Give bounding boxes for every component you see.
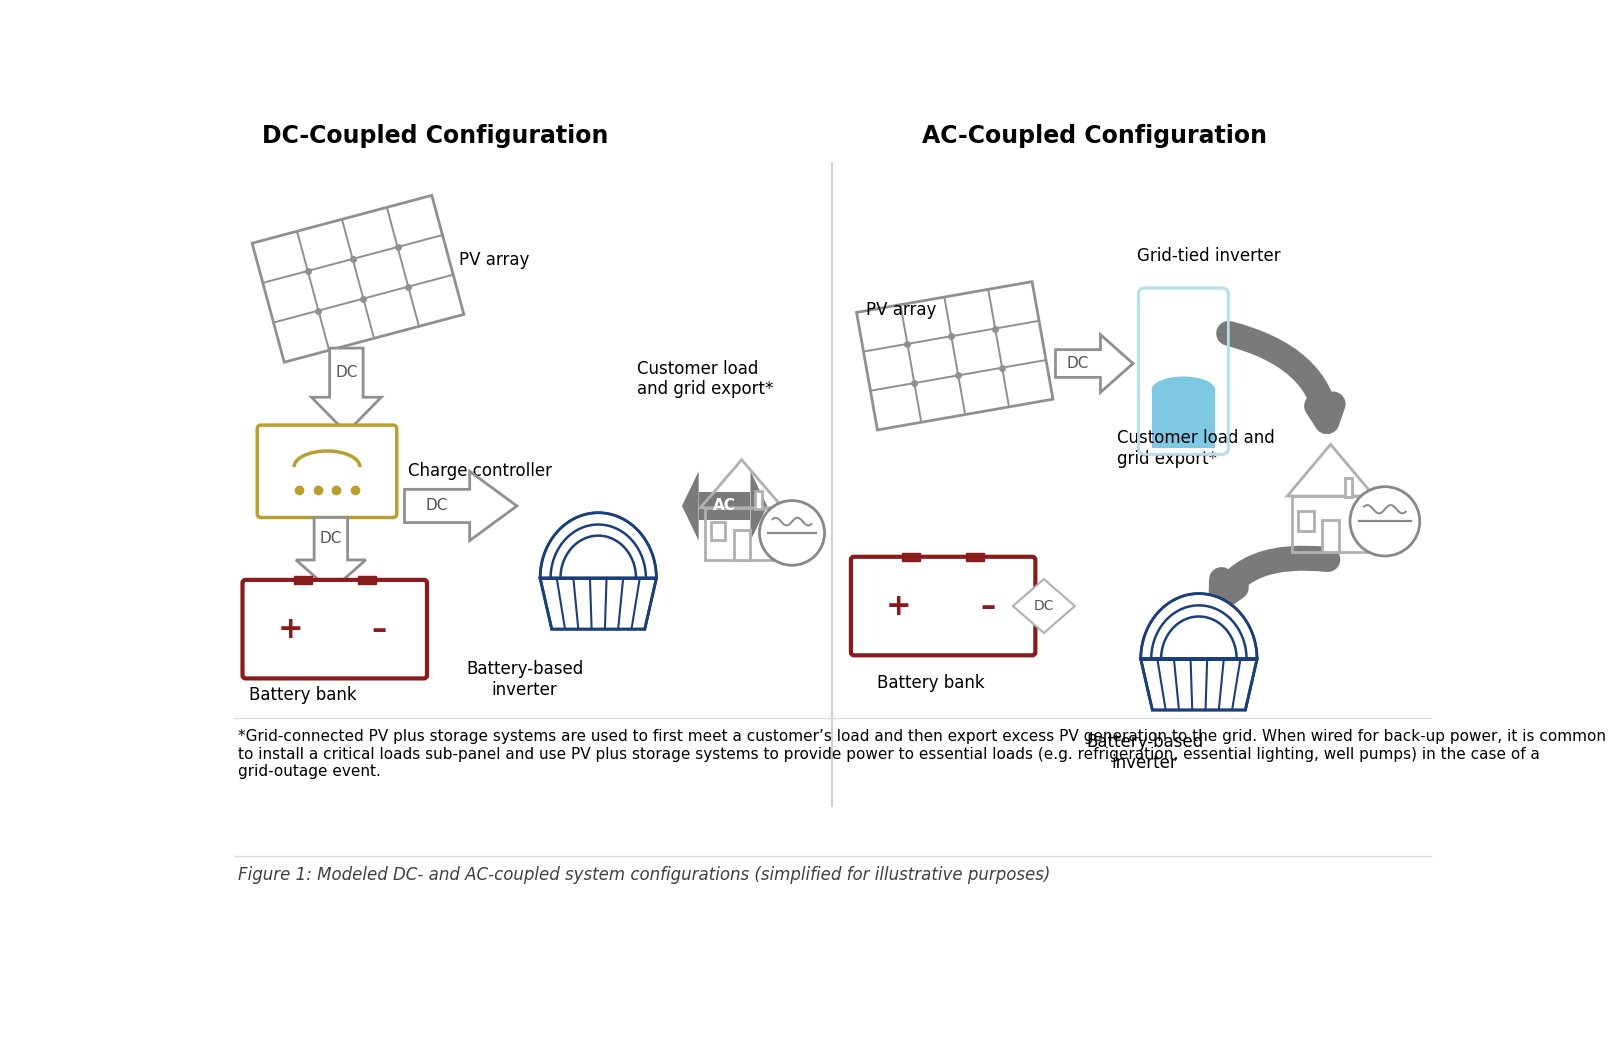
FancyBboxPatch shape bbox=[256, 425, 396, 518]
Polygon shape bbox=[682, 471, 698, 541]
Polygon shape bbox=[404, 471, 516, 541]
Text: DC: DC bbox=[425, 498, 448, 514]
Bar bbox=[357, 576, 375, 584]
Text: Battery bank: Battery bank bbox=[876, 674, 984, 692]
Text: DC: DC bbox=[1066, 356, 1089, 371]
Bar bbox=[966, 553, 984, 562]
FancyBboxPatch shape bbox=[242, 580, 427, 678]
Bar bbox=[1297, 512, 1313, 530]
Text: –: – bbox=[372, 615, 386, 644]
Text: +: + bbox=[885, 592, 911, 621]
Polygon shape bbox=[1055, 335, 1133, 392]
Bar bbox=[711, 522, 725, 540]
Bar bbox=[901, 553, 919, 562]
Text: Grid-tied inverter: Grid-tied inverter bbox=[1136, 246, 1279, 265]
Bar bbox=[1151, 390, 1214, 448]
Circle shape bbox=[760, 500, 824, 566]
Bar bbox=[755, 491, 761, 509]
FancyBboxPatch shape bbox=[1138, 288, 1227, 454]
FancyBboxPatch shape bbox=[850, 556, 1035, 655]
Text: DC-Coupled Configuration: DC-Coupled Configuration bbox=[263, 124, 609, 148]
Polygon shape bbox=[1013, 579, 1074, 633]
Text: PV array: PV array bbox=[865, 301, 935, 318]
Text: DC: DC bbox=[1032, 599, 1053, 613]
Text: Battery-based
inverter: Battery-based inverter bbox=[1086, 733, 1203, 772]
Text: Charge controller: Charge controller bbox=[407, 463, 552, 480]
Text: Customer load and
grid export*: Customer load and grid export* bbox=[1117, 428, 1274, 468]
Polygon shape bbox=[1139, 659, 1256, 710]
Ellipse shape bbox=[1151, 376, 1214, 402]
Polygon shape bbox=[1139, 594, 1256, 659]
Text: Battery bank: Battery bank bbox=[250, 685, 357, 704]
Polygon shape bbox=[312, 348, 381, 433]
Polygon shape bbox=[698, 492, 750, 520]
Text: AC: AC bbox=[1289, 301, 1313, 318]
Text: AC: AC bbox=[712, 498, 735, 514]
Bar bbox=[1321, 520, 1339, 552]
Text: –: – bbox=[979, 592, 995, 621]
Polygon shape bbox=[750, 471, 766, 541]
Text: *Grid-connected PV plus storage systems are used to first meet a customer’s load: *Grid-connected PV plus storage systems … bbox=[237, 729, 1605, 779]
Text: AC-Coupled Configuration: AC-Coupled Configuration bbox=[922, 124, 1266, 148]
Text: Figure 1: Modeled DC- and AC-coupled system configurations (simplified for illus: Figure 1: Modeled DC- and AC-coupled sys… bbox=[237, 865, 1050, 884]
Circle shape bbox=[1349, 487, 1419, 556]
Text: +: + bbox=[278, 615, 304, 644]
Text: DC: DC bbox=[320, 531, 342, 546]
Bar bbox=[734, 529, 750, 560]
Bar bbox=[294, 576, 312, 584]
Text: PV array: PV array bbox=[458, 251, 529, 268]
Text: DC: DC bbox=[334, 365, 357, 381]
Polygon shape bbox=[295, 518, 365, 591]
Text: AC: AC bbox=[1279, 640, 1303, 657]
Text: Battery-based
inverter: Battery-based inverter bbox=[466, 660, 583, 699]
Polygon shape bbox=[540, 513, 656, 578]
Bar bbox=[1344, 477, 1352, 497]
Text: Customer load
and grid export*: Customer load and grid export* bbox=[636, 360, 773, 398]
Polygon shape bbox=[540, 578, 656, 629]
